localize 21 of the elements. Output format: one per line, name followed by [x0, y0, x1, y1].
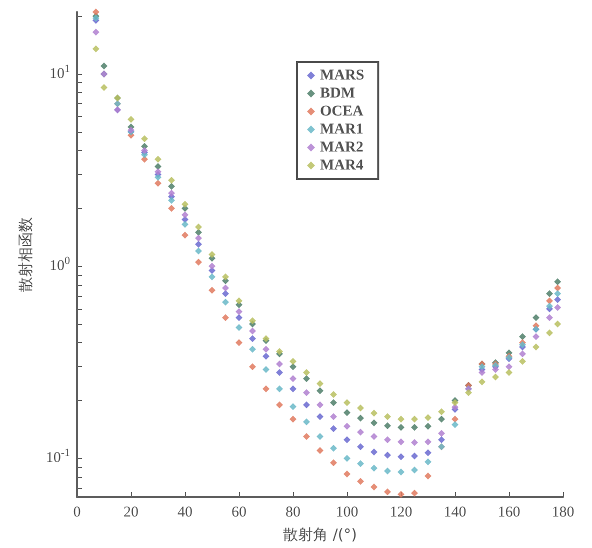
x-tick-label: 80: [286, 504, 300, 520]
y-axis-title: 散射相函数: [16, 217, 34, 292]
x-tick-label: 140: [444, 504, 466, 520]
x-tick-label: 100: [336, 504, 358, 520]
x-tick-label: 60: [232, 504, 246, 520]
legend-label: MAR2: [320, 140, 364, 156]
x-tick-label: 120: [390, 504, 412, 520]
legend-label: BDM: [320, 86, 355, 102]
legend-label: MARS: [320, 68, 364, 84]
y-tick-label: 10$^{-1}$: [46, 447, 70, 468]
y-tick-label: 10$^{1}$: [50, 62, 70, 83]
x-tick-label: 0: [73, 504, 81, 520]
x-axis-title: 散射角 /(°): [282, 526, 358, 544]
y-tick-label: 10$^{0}$: [50, 255, 70, 276]
legend-label: MAR4: [320, 158, 364, 174]
x-tick-label: 40: [178, 504, 192, 520]
legend-label: OCEA: [320, 104, 364, 120]
x-tick-label: 20: [124, 504, 138, 520]
legend-label: MAR1: [320, 122, 364, 138]
x-tick-label: 180: [552, 504, 574, 520]
x-tick-label: 160: [498, 504, 520, 520]
